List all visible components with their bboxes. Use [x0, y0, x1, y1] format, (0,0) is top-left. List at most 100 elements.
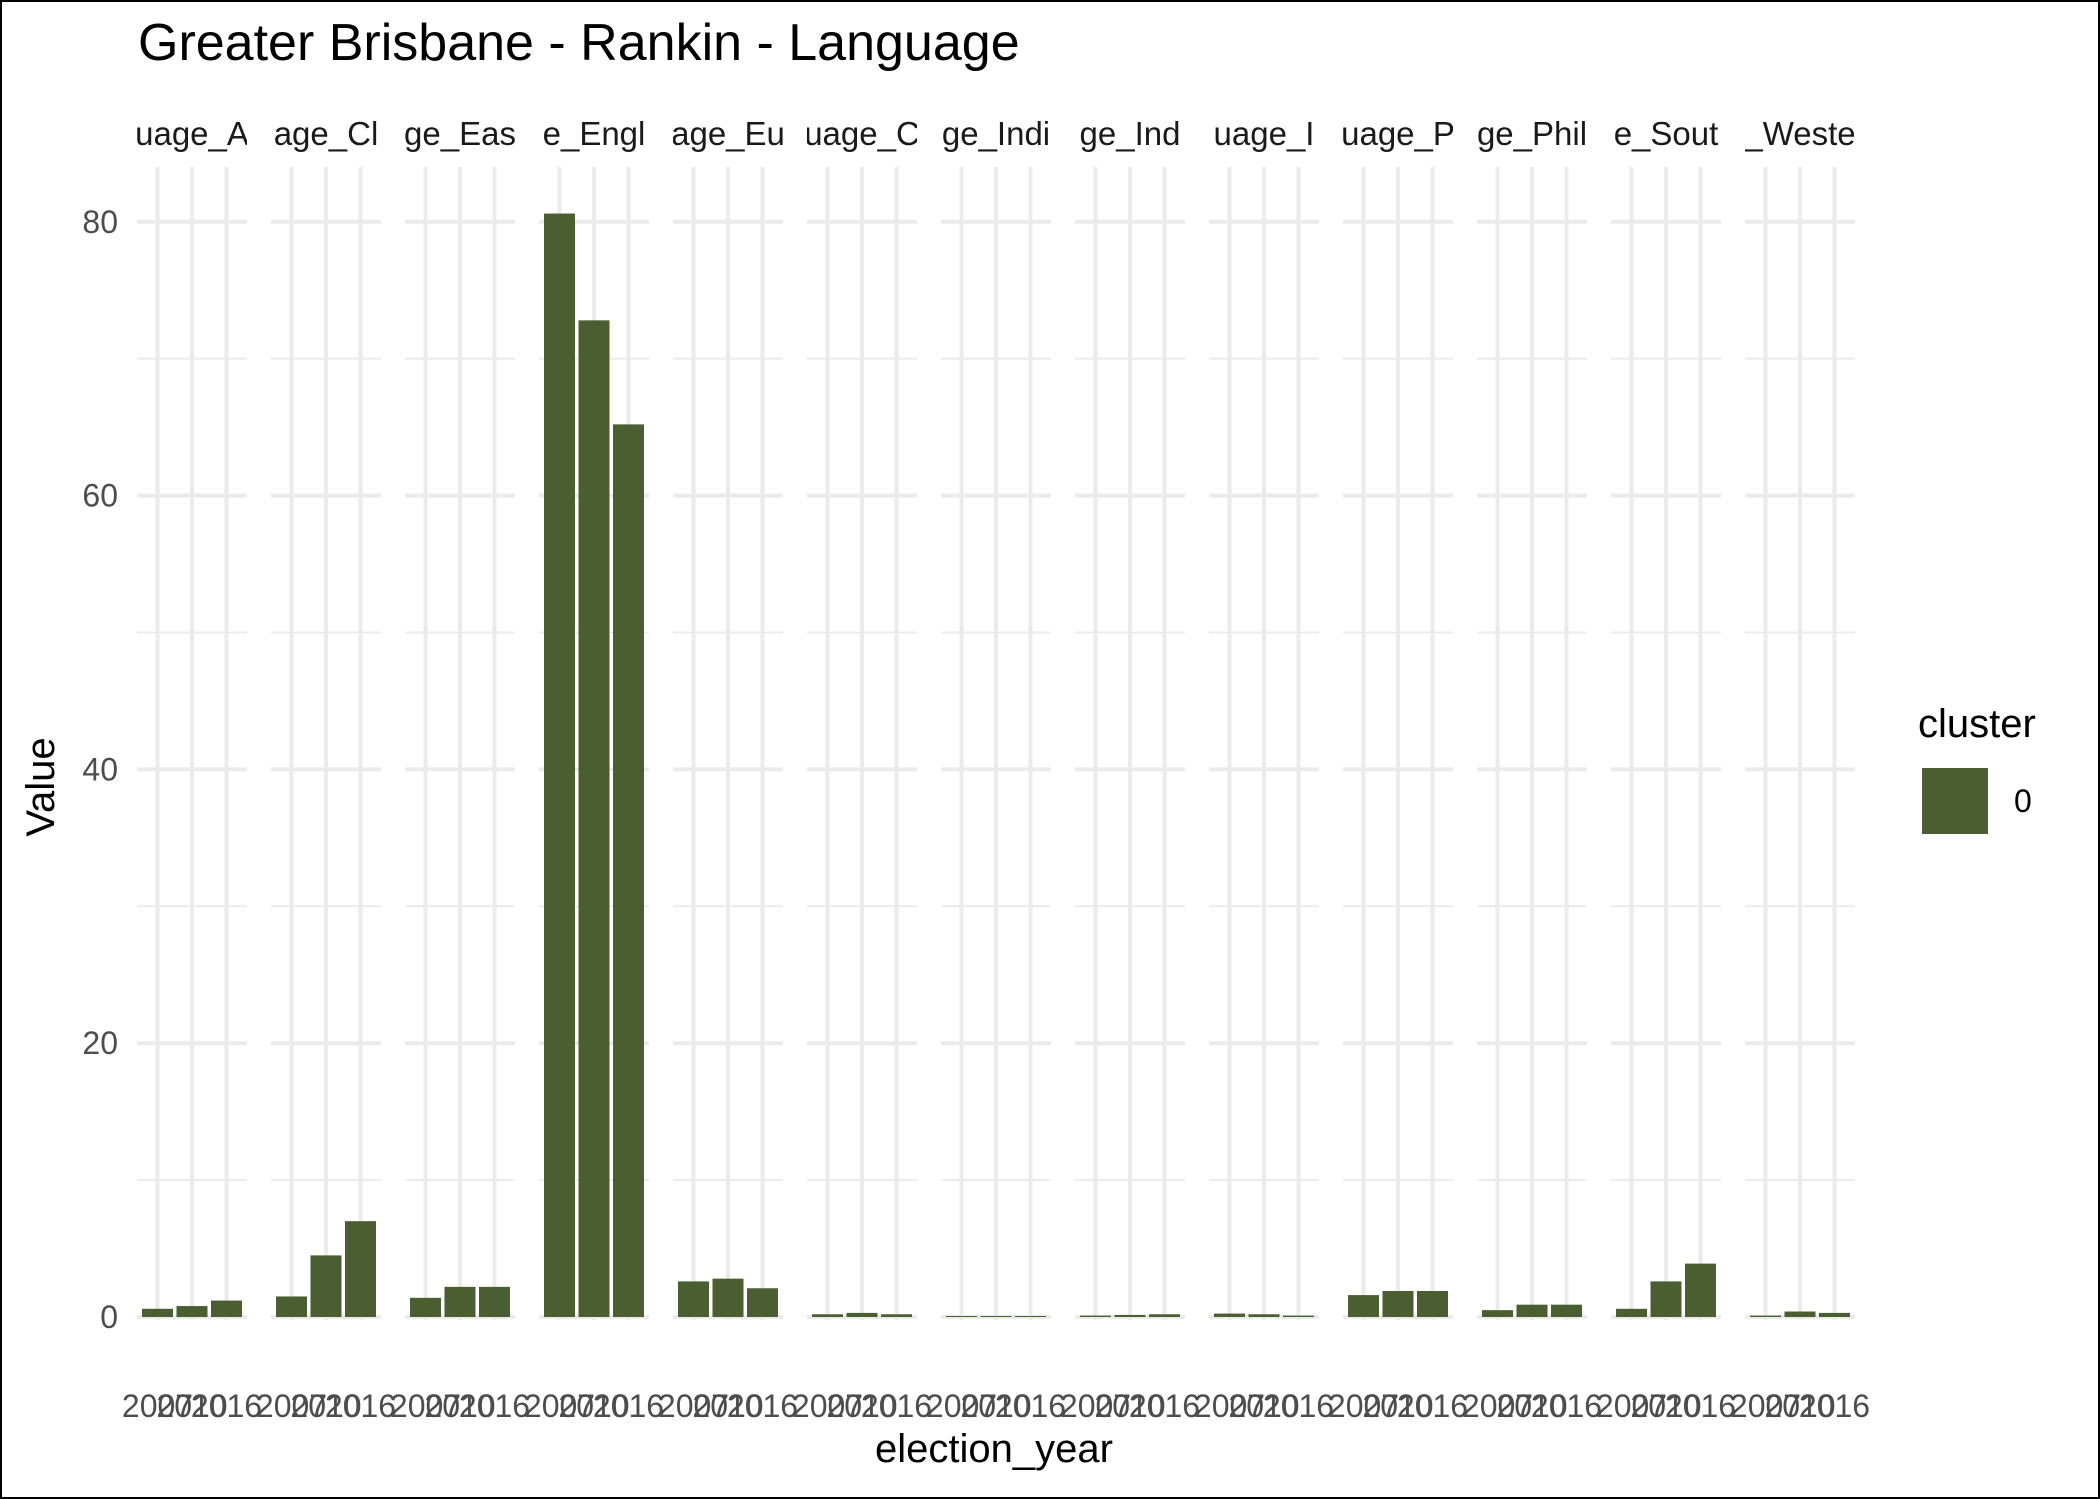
bar-e_Engl-2010 — [578, 320, 610, 1317]
bar-_Weste-2010 — [1784, 1311, 1816, 1317]
x-axis-ticks: 2007201020162007201020162007201020162007… — [122, 1388, 1870, 1424]
x-tick-label: 2007 — [1730, 1388, 1801, 1424]
bar-e_Engl-2016 — [613, 424, 644, 1317]
x-tick-label: 2016 — [1263, 1388, 1334, 1424]
x-tick-label: 2010 — [826, 1388, 897, 1424]
facet-strip-label: age_Eu — [671, 115, 785, 152]
x-tick-label: 2010 — [1630, 1388, 1701, 1424]
bar-_Weste-2016 — [1819, 1312, 1850, 1317]
bar-ge_Eas-2010 — [444, 1286, 476, 1317]
bar-uage_I-2007 — [1214, 1313, 1245, 1317]
x-tick-label: 2016 — [325, 1388, 396, 1424]
legend-key — [1922, 768, 1988, 834]
x-tick-label: 2007 — [1462, 1388, 1533, 1424]
bar-age_Cl-2010 — [310, 1255, 342, 1317]
x-tick-label: 2007 — [1328, 1388, 1399, 1424]
x-tick-label: 2010 — [692, 1388, 763, 1424]
x-tick-label: 2016 — [1397, 1388, 1468, 1424]
facet-strip-label: ge_Ind — [1080, 115, 1181, 152]
bar-uage_A-2016 — [211, 1300, 242, 1317]
bar-uage_I-2010 — [1248, 1314, 1280, 1317]
bar-uage_A-2010 — [176, 1306, 208, 1317]
facet-strip-label: uage_C — [804, 115, 920, 152]
bar-uage_P-2010 — [1382, 1290, 1414, 1317]
bar-e_Engl-2007 — [544, 213, 575, 1318]
bar-ge_Ind-2007 — [1080, 1315, 1111, 1317]
bar-_Weste-2007 — [1750, 1315, 1781, 1317]
y-tick-label: 80 — [82, 204, 118, 240]
x-tick-label: 2007 — [926, 1388, 997, 1424]
facet-strip-label: age_Cl — [274, 115, 379, 152]
facet-strip-label: ge_Eas — [404, 115, 516, 152]
x-tick-label: 2007 — [256, 1388, 327, 1424]
x-tick-label: 2007 — [122, 1388, 193, 1424]
x-axis-title: election_year — [875, 1427, 1113, 1471]
facet-strip-label: e_Engl — [543, 115, 646, 152]
bar-age_Cl-2007 — [276, 1296, 307, 1317]
bar-ge_Indi-2016 — [1015, 1316, 1046, 1317]
bar-e_Sout-2016 — [1685, 1263, 1716, 1317]
x-tick-label: 2007 — [658, 1388, 729, 1424]
bar-e_Sout-2010 — [1650, 1281, 1682, 1317]
y-axis-title: Value — [19, 737, 63, 836]
x-tick-label: 2016 — [1665, 1388, 1736, 1424]
bar-uage_C-2016 — [881, 1314, 912, 1317]
bar-ge_Phil-2016 — [1551, 1304, 1582, 1317]
x-tick-label: 2007 — [1194, 1388, 1265, 1424]
grid-lines — [137, 167, 1855, 1320]
facet-strip-label: _Weste — [1743, 115, 1855, 152]
x-tick-label: 2010 — [1228, 1388, 1299, 1424]
x-tick-label: 2016 — [191, 1388, 262, 1424]
y-axis-ticks: 0 20 40 60 80 — [82, 204, 118, 1335]
bar-uage_I-2016 — [1283, 1315, 1314, 1317]
x-tick-label: 2016 — [1531, 1388, 1602, 1424]
x-tick-label: 2007 — [524, 1388, 595, 1424]
legend-title: cluster — [1918, 702, 2036, 746]
x-tick-label: 2010 — [960, 1388, 1031, 1424]
x-tick-label: 2016 — [459, 1388, 530, 1424]
x-tick-label: 2007 — [1060, 1388, 1131, 1424]
bar-ge_Indi-2007 — [946, 1316, 977, 1317]
chart-title: Greater Brisbane - Rankin - Language — [138, 14, 1020, 72]
x-tick-label: 2016 — [1129, 1388, 1200, 1424]
x-tick-label: 2010 — [290, 1388, 361, 1424]
bar-age_Eu-2010 — [712, 1278, 744, 1317]
bar-ge_Eas-2016 — [479, 1286, 510, 1317]
legend: cluster 0 — [1918, 702, 2036, 834]
bar-ge_Phil-2010 — [1516, 1304, 1548, 1317]
x-tick-label: 2010 — [156, 1388, 227, 1424]
y-tick-label: 0 — [100, 1299, 118, 1335]
legend-label: 0 — [2014, 783, 2032, 819]
facet-strip-label: e_Sout — [1614, 115, 1719, 152]
y-tick-label: 40 — [82, 751, 118, 787]
x-tick-label: 2010 — [1496, 1388, 1567, 1424]
bar-age_Eu-2016 — [747, 1288, 778, 1317]
bar-ge_Ind-2010 — [1114, 1314, 1146, 1317]
x-tick-label: 2010 — [558, 1388, 629, 1424]
x-tick-label: 2007 — [792, 1388, 863, 1424]
facet-strip-label: ge_Indi — [942, 115, 1050, 152]
bar-ge_Phil-2007 — [1482, 1310, 1513, 1317]
x-tick-label: 2010 — [424, 1388, 495, 1424]
x-tick-label: 2016 — [727, 1388, 798, 1424]
bar-e_Sout-2007 — [1616, 1308, 1647, 1317]
x-tick-label: 2010 — [1764, 1388, 1835, 1424]
facet-strip-label: uage_I — [1214, 115, 1315, 152]
x-tick-label: 2010 — [1362, 1388, 1433, 1424]
x-tick-label: 2007 — [1596, 1388, 1667, 1424]
x-tick-label: 2007 — [390, 1388, 461, 1424]
bar-age_Cl-2016 — [345, 1221, 376, 1317]
bar-uage_C-2007 — [812, 1314, 843, 1317]
y-tick-label: 20 — [82, 1025, 118, 1061]
x-tick-label: 2016 — [995, 1388, 1066, 1424]
bars — [142, 213, 1850, 1318]
bar-uage_C-2010 — [846, 1312, 878, 1317]
bar-uage_P-2007 — [1348, 1295, 1379, 1317]
facet-strip-label: ge_Phil — [1477, 115, 1587, 152]
y-tick-label: 60 — [82, 478, 118, 514]
bar-ge_Indi-2010 — [980, 1316, 1012, 1317]
bar-uage_A-2007 — [142, 1308, 173, 1317]
x-tick-label: 2010 — [1094, 1388, 1165, 1424]
bar-uage_P-2016 — [1417, 1290, 1448, 1317]
